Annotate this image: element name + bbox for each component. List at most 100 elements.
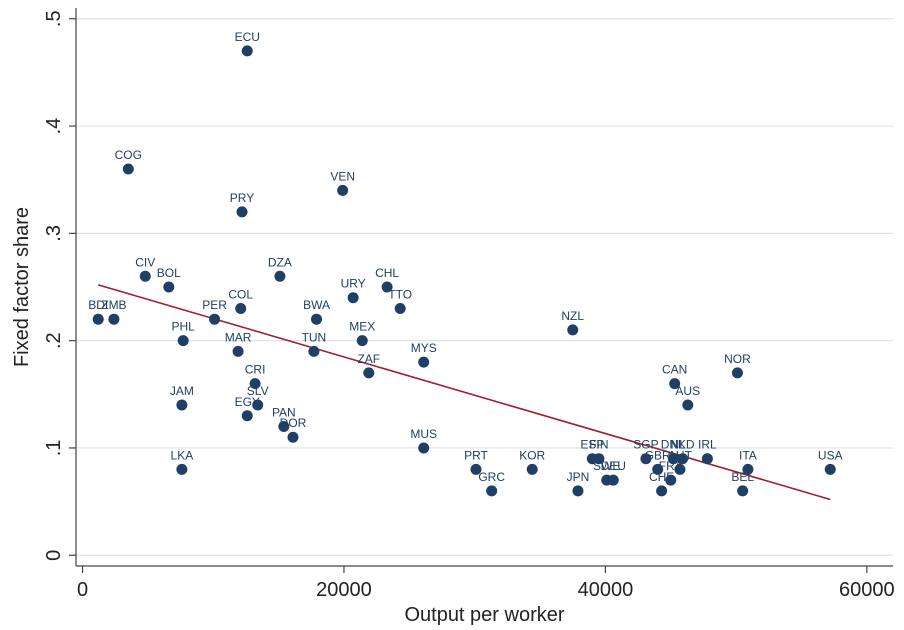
x-axis-title: Output per worker <box>404 604 564 626</box>
point-lka <box>176 463 188 475</box>
point-mus <box>418 442 430 454</box>
point-label-fin: FIN <box>589 438 608 452</box>
fit-line <box>97 284 831 501</box>
y-tick-label-5: .5 <box>43 10 65 27</box>
point-label-zmb: ZMB <box>101 298 126 312</box>
point-nzl <box>567 324 579 336</box>
point-label-gbr: GBR <box>645 448 671 462</box>
point-prt <box>470 463 482 475</box>
point-bdi <box>92 313 104 325</box>
point-mex <box>356 335 368 347</box>
point-tto <box>394 302 406 314</box>
point-grc <box>486 485 498 497</box>
point-label-usa: USA <box>818 448 843 462</box>
point-label-ven: VEN <box>330 169 355 183</box>
point-label-jam: JAM <box>170 384 194 398</box>
point-label-cri: CRI <box>245 363 266 377</box>
point-dza <box>274 270 286 282</box>
point-label-bwa: BWA <box>303 298 330 312</box>
point-sgp <box>640 453 652 465</box>
point-label-civ: CIV <box>135 255 155 269</box>
point-label-lka: LKA <box>171 448 194 462</box>
point-label-dnk: DNK <box>661 438 686 452</box>
point-label-pry: PRY <box>230 191 254 205</box>
point-nor <box>731 367 743 379</box>
point-label-deu: DEU <box>601 459 626 473</box>
point-label-chl: CHL <box>375 266 399 280</box>
point-kor <box>526 463 538 475</box>
point-dnk <box>667 453 679 465</box>
point-label-dza: DZA <box>268 255 292 269</box>
point-fra <box>665 474 677 486</box>
point-label-kor: KOR <box>519 448 545 462</box>
point-che <box>656 485 668 497</box>
point-fin <box>593 453 605 465</box>
point-label-mex: MEX <box>349 320 375 334</box>
x-tick-label-1: 20000 <box>316 579 372 601</box>
point-label-sgp: SGP <box>633 438 658 452</box>
point-deu <box>607 474 619 486</box>
point-label-ury: URY <box>341 277 366 291</box>
point-label-mar: MAR <box>225 330 252 344</box>
point-slv <box>252 399 264 411</box>
point-per <box>209 313 221 325</box>
x-tick-label-0: 0 <box>77 579 88 601</box>
point-mys <box>418 356 430 368</box>
point-label-nld: NLD <box>671 438 695 452</box>
point-label-ita: ITA <box>739 448 757 462</box>
point-bwa <box>311 313 323 325</box>
point-jam <box>176 399 188 411</box>
point-pan <box>278 421 290 432</box>
point-pry <box>236 206 248 218</box>
point-ury <box>347 292 359 304</box>
y-tick-label-2: .2 <box>43 332 65 349</box>
point-bel <box>737 485 749 497</box>
point-ven <box>337 184 349 196</box>
point-ecu <box>241 45 253 57</box>
point-label-aus: AUS <box>675 384 700 398</box>
point-label-mys: MYS <box>411 341 437 355</box>
point-mar <box>232 345 244 357</box>
x-tick-label-3: 60000 <box>839 579 895 601</box>
point-cri <box>249 378 261 390</box>
y-tick-label-3: .3 <box>43 225 65 242</box>
point-label-jpn: JPN <box>567 470 590 484</box>
point-cog <box>122 163 134 175</box>
axes <box>69 8 893 573</box>
point-label-pan: PAN <box>272 406 296 420</box>
point-bol <box>163 281 175 293</box>
point-label-mus: MUS <box>410 427 437 441</box>
point-label-col: COL <box>228 287 253 301</box>
x-tick-label-2: 40000 <box>578 579 634 601</box>
point-irl <box>701 453 713 465</box>
point-chl <box>381 281 393 293</box>
point-label-slv: SLV <box>247 384 269 398</box>
point-label-nor: NOR <box>724 352 751 366</box>
y-tick-label-4: .4 <box>43 118 65 135</box>
point-label-irl: IRL <box>698 438 717 452</box>
point-col <box>235 302 247 314</box>
point-nld <box>677 453 689 465</box>
point-label-egy: EGY <box>235 395 260 409</box>
point-zmb <box>108 313 120 325</box>
point-label-phl: PHL <box>172 320 196 334</box>
point-tun <box>308 345 320 357</box>
y-tick-label-1: .1 <box>43 440 65 457</box>
point-ita <box>742 463 754 475</box>
point-can <box>669 378 681 390</box>
point-dor <box>287 431 299 443</box>
point-civ <box>139 270 151 282</box>
point-zaf <box>363 367 375 379</box>
point-label-tto: TTO <box>388 287 412 301</box>
point-gbr <box>652 463 664 475</box>
point-label-prt: PRT <box>464 448 488 462</box>
point-label-nzl: NZL <box>561 309 584 323</box>
y-axis-title: Fixed factor share <box>11 207 33 367</box>
point-label-cog: COG <box>115 148 142 162</box>
point-jpn <box>572 485 584 497</box>
point-phl <box>177 335 189 347</box>
point-usa <box>824 463 836 475</box>
point-label-bdi: BDI <box>88 298 108 312</box>
